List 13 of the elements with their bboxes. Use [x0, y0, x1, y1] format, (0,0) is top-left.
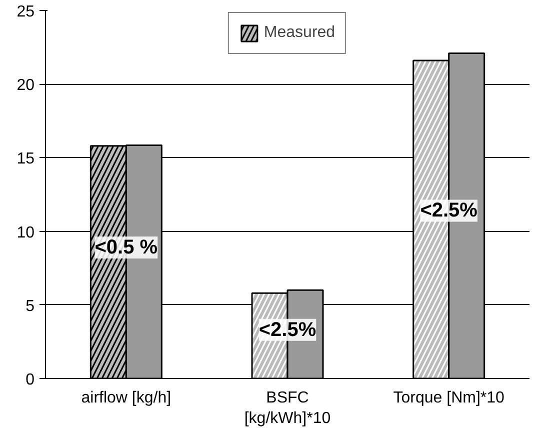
- y-tick-label: 15: [16, 150, 35, 168]
- x-tick-label: airflow [kg/h]: [81, 390, 172, 406]
- y-tick-label: 25: [16, 4, 35, 20]
- legend-label: Measured: [264, 24, 336, 42]
- annotation: <0.5 %: [94, 236, 158, 258]
- x-tick-label: BSFC [kg/kWh]*10: [244, 390, 331, 427]
- y-tick-label: 5: [26, 298, 35, 315]
- y-tick-label: 10: [16, 224, 35, 242]
- y-tick-label: 0: [26, 372, 35, 388]
- x-tick-label: Torque [Nm]*10: [393, 390, 505, 406]
- annotation: <2.5%: [420, 200, 478, 222]
- annotation: <2.5%: [258, 318, 316, 341]
- y-tick-label: 20: [16, 77, 35, 94]
